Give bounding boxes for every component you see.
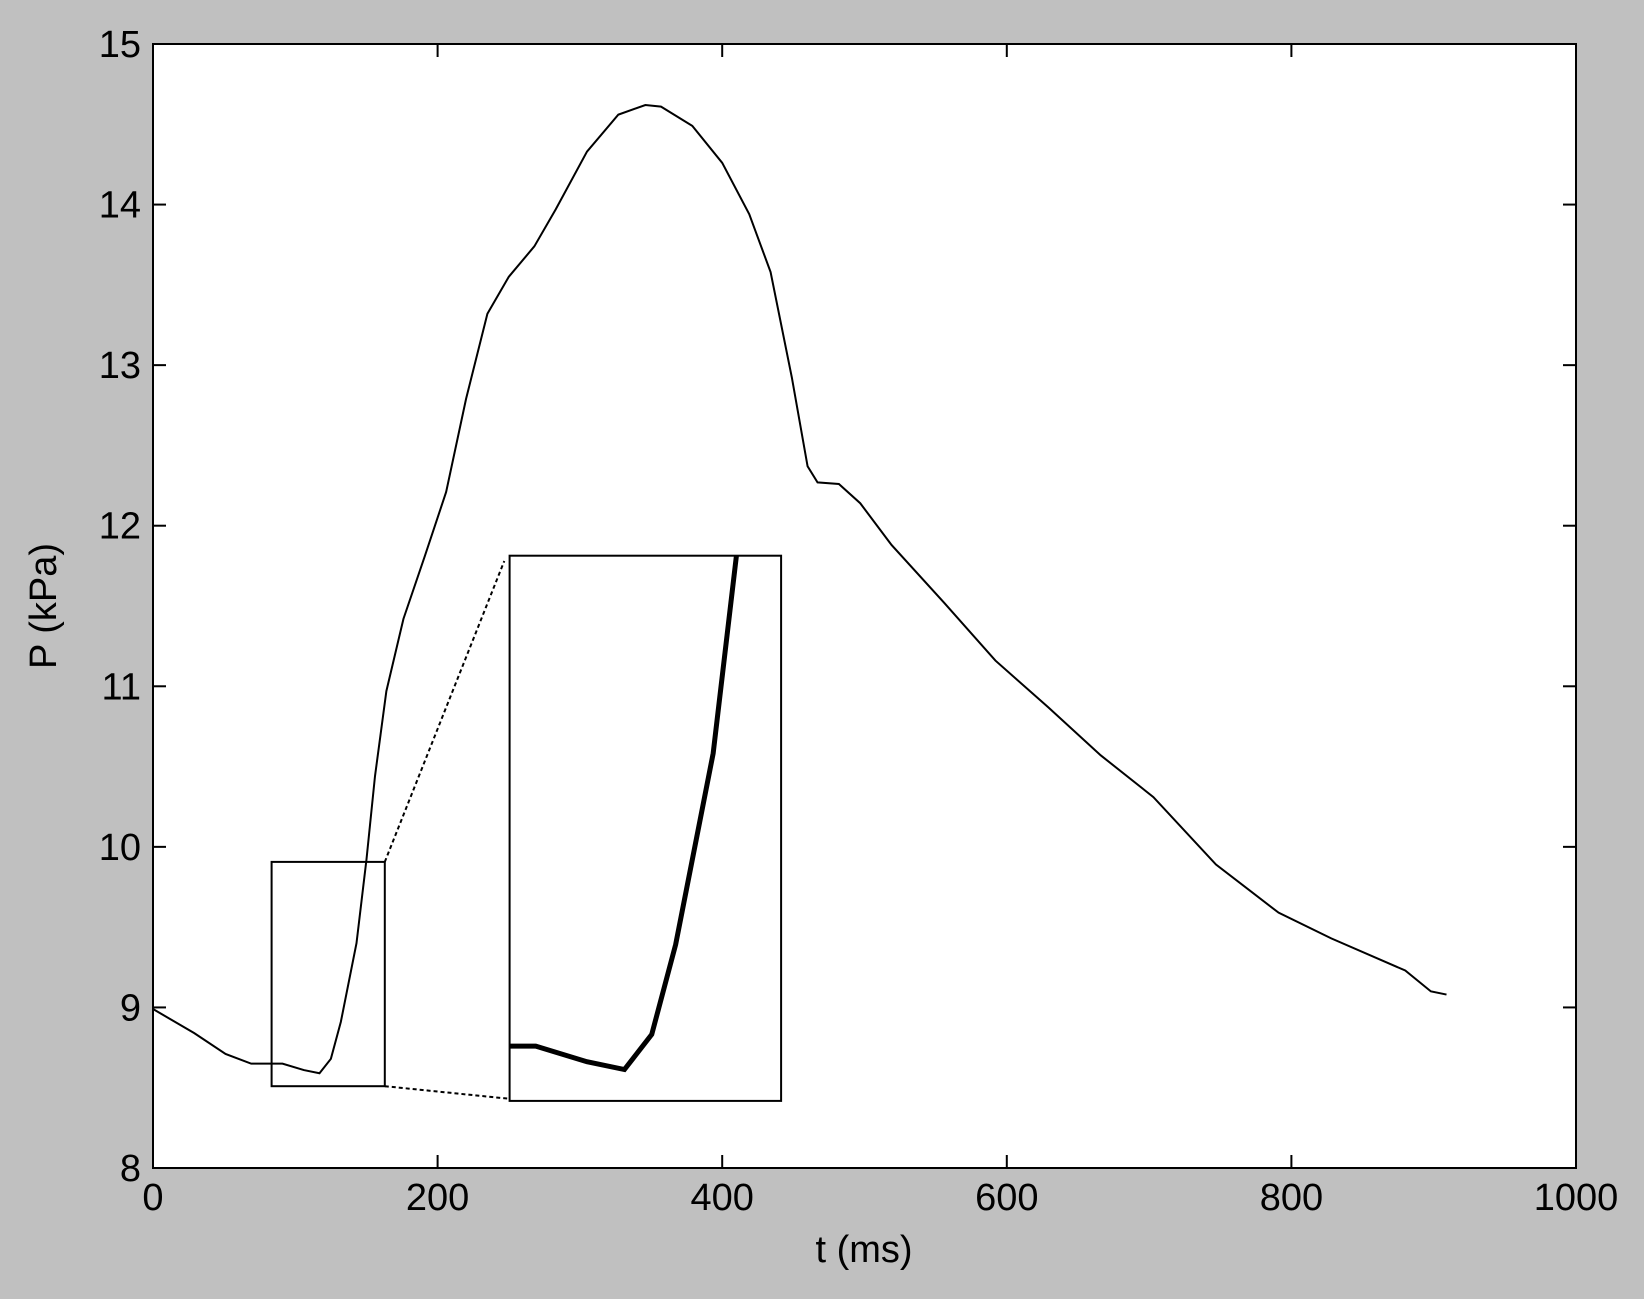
y-tick-label: 12 bbox=[99, 506, 141, 548]
x-tick-label: 800 bbox=[1260, 1177, 1323, 1219]
data-line bbox=[152, 104, 1447, 1075]
x-tick-label: 600 bbox=[975, 1177, 1038, 1219]
zoom-inset-box bbox=[508, 554, 783, 1102]
zoom-inset-group bbox=[225, 0, 1644, 1070]
x-axis-label: t (ms) bbox=[815, 1229, 912, 1271]
y-tick-label: 9 bbox=[120, 987, 141, 1029]
x-tick-label: 200 bbox=[406, 1177, 469, 1219]
y-tick-label: 15 bbox=[99, 24, 141, 66]
zoom-connector bbox=[383, 560, 506, 863]
x-tick-label: 1000 bbox=[1534, 1177, 1619, 1219]
zoom-inset-line bbox=[225, 0, 1644, 1070]
x-tick-label: 400 bbox=[690, 1177, 753, 1219]
y-tick-label: 14 bbox=[99, 185, 141, 227]
y-tick-label: 10 bbox=[99, 827, 141, 869]
x-tick-label: 0 bbox=[142, 1177, 163, 1219]
y-tick-label: 13 bbox=[99, 345, 141, 387]
axes-frame bbox=[152, 43, 1577, 1169]
y-tick-label: 11 bbox=[102, 666, 141, 708]
plot-area bbox=[153, 44, 1576, 1168]
y-axis-label: P (kPa) bbox=[23, 543, 65, 669]
zoom-region-box bbox=[270, 860, 386, 1088]
y-tick-label: 8 bbox=[120, 1148, 141, 1190]
zoom-inset-clip bbox=[225, 0, 1644, 1070]
